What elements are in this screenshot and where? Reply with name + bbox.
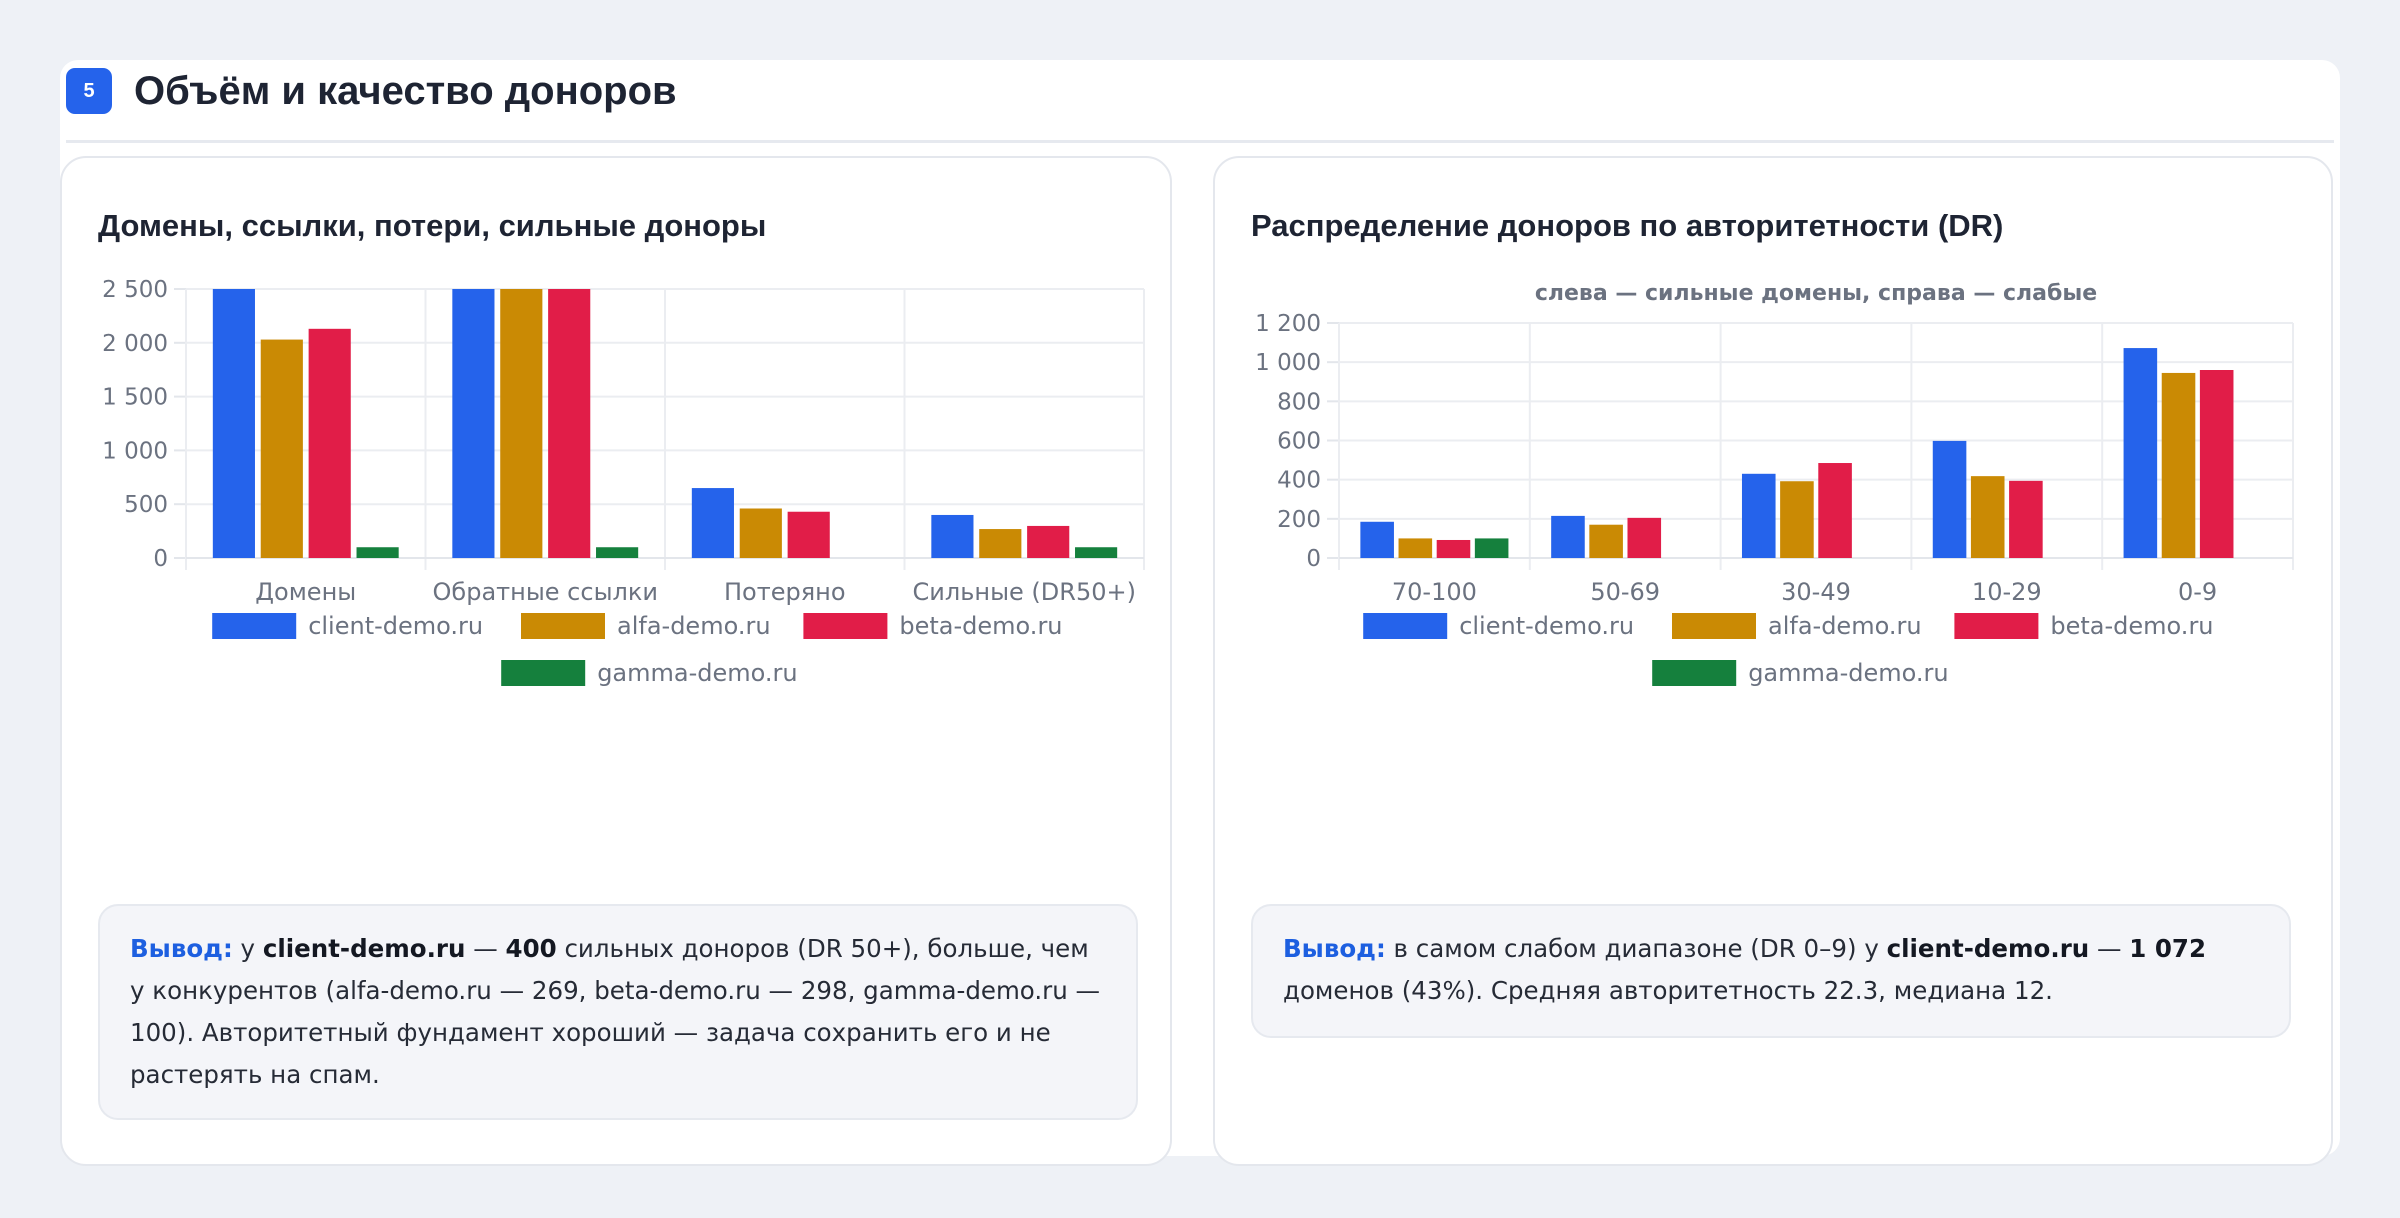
y-tick-label: 2 000 <box>102 331 168 357</box>
conclusion-text: — <box>465 934 506 963</box>
card-title: Распределение доноров по авторитетности … <box>1251 208 2004 243</box>
legend-label: gamma-demo.ru <box>1748 659 1948 687</box>
y-tick-label: 600 <box>1277 429 1321 455</box>
legend-swatch <box>521 613 605 639</box>
conclusion-text: — <box>2089 934 2130 963</box>
donors-section: 5 Объём и качество доноров Домены, ссылк… <box>60 60 2340 1166</box>
card-title: Домены, ссылки, потери, сильные доноры <box>98 208 767 243</box>
bar-beta-demo-ru <box>1627 517 1662 558</box>
bar-beta-demo-ru <box>2199 370 2234 558</box>
card-dr-distribution: Распределение доноров по авторитетности … <box>1213 156 2333 1166</box>
y-tick-label: 1 000 <box>102 438 168 464</box>
bar-client-demo-ru <box>1360 521 1394 558</box>
bar-alfa-demo-ru <box>1589 524 1623 558</box>
bar-client-demo-ru <box>1932 440 1967 558</box>
conclusion-domain: client-demo.ru <box>262 934 466 963</box>
x-tick-label: Домены <box>255 578 356 606</box>
x-tick-label: Обратные ссылки <box>433 578 658 606</box>
bar-beta-demo-ru <box>1818 463 1852 558</box>
bar-beta-demo-ru <box>1027 525 1070 558</box>
bar-alfa-demo-ru <box>500 289 543 558</box>
section-divider <box>66 140 2334 143</box>
y-tick-label: 0 <box>1306 546 1321 572</box>
bar-client-demo-ru <box>691 488 734 558</box>
conclusion-number: 1 072 <box>2129 934 2207 963</box>
y-tick-label: 200 <box>1277 507 1321 533</box>
chart-subtitle: слева — сильные домены, справа — слабые <box>1535 281 2097 306</box>
conclusion-text: доменов (43%). Средняя авторитетность 22… <box>1283 976 2053 1005</box>
bar-client-demo-ru <box>2123 348 2158 558</box>
card-domains-links: Домены, ссылки, потери, сильные доноры 0… <box>60 156 1172 1166</box>
y-tick-label: 1 200 <box>1255 311 1321 337</box>
bar-client-demo-ru <box>1741 473 1776 558</box>
x-tick-label: Сильные (DR50+) <box>913 578 1136 606</box>
bar-gamma-demo-ru <box>596 547 639 558</box>
x-tick-label: 30-49 <box>1781 578 1851 606</box>
bar-beta-demo-ru <box>1436 539 1471 558</box>
y-tick-label: 1 500 <box>102 385 168 411</box>
chart-dr-distribution: слева — сильные домены, справа — слабые 0… <box>1255 281 2294 687</box>
bar-alfa-demo-ru <box>1398 538 1433 558</box>
y-tick-label: 1 000 <box>1255 350 1321 376</box>
legend-label: alfa-demo.ru <box>617 612 771 640</box>
conclusion-text: в самом слабом диапазоне (DR 0–9) у <box>1385 934 1887 963</box>
bar-beta-demo-ru <box>548 289 591 558</box>
bar-alfa-demo-ru <box>2161 372 2196 558</box>
legend-swatch <box>501 660 586 686</box>
legend-swatch <box>212 613 297 639</box>
bar-client-demo-ru <box>452 289 495 558</box>
bar-alfa-demo-ru <box>260 339 303 558</box>
y-tick-label: 2 500 <box>102 277 168 303</box>
legend-swatch <box>1954 613 2039 639</box>
conclusion-box: Вывод: в самом слабом диапазоне (DR 0–9)… <box>1251 904 2291 1038</box>
bar-beta-demo-ru <box>2009 480 2043 558</box>
legend-label: alfa-demo.ru <box>1768 612 1922 640</box>
x-tick-label: 0-9 <box>2178 578 2217 606</box>
y-tick-label: 500 <box>124 492 168 518</box>
legend-swatch <box>1672 613 1756 639</box>
conclusion-lead: Вывод: <box>1283 934 1386 963</box>
conclusion-domain: client-demo.ru <box>1886 934 2090 963</box>
bar-alfa-demo-ru <box>739 508 782 558</box>
bar-gamma-demo-ru <box>1474 538 1509 558</box>
legend-swatch <box>803 613 888 639</box>
conclusion-text: у <box>232 934 263 963</box>
conclusion-text: сильных доноров (DR 50+), больше, чем у … <box>130 934 1101 1089</box>
legend-label: client-demo.ru <box>1459 612 1634 640</box>
conclusion-lead: Вывод: <box>130 934 233 963</box>
bar-client-demo-ru <box>931 514 974 558</box>
section-header: 5 Объём и качество доноров <box>60 60 2340 144</box>
legend-label: beta-demo.ru <box>2050 612 2213 640</box>
chart-domains-links: 0 500 1 000 1 500 2 000 2 500 Домены Обратные с… <box>102 277 1145 687</box>
y-tick-label: 400 <box>1277 468 1321 494</box>
section-number-badge: 5 <box>66 68 112 114</box>
bar-alfa-demo-ru <box>1780 481 1814 558</box>
legend-swatch <box>1652 660 1737 686</box>
x-tick-label: 10-29 <box>1972 578 2042 606</box>
bar-beta-demo-ru <box>308 328 351 558</box>
legend-swatch <box>1363 613 1448 639</box>
x-tick-label: Потеряно <box>724 578 846 606</box>
x-tick-label: 50-69 <box>1590 578 1660 606</box>
bar-client-demo-ru <box>1551 515 1585 558</box>
legend-label: beta-demo.ru <box>899 612 1062 640</box>
bar-alfa-demo-ru <box>1970 476 2005 558</box>
bar-alfa-demo-ru <box>979 529 1022 558</box>
y-tick-label: 0 <box>153 546 168 572</box>
legend-label: client-demo.ru <box>308 612 483 640</box>
conclusion-number: 400 <box>505 934 557 963</box>
x-tick-label: 70-100 <box>1392 578 1477 606</box>
bar-gamma-demo-ru <box>1075 547 1118 558</box>
y-tick-label: 800 <box>1277 389 1321 415</box>
legend-label: gamma-demo.ru <box>597 659 797 687</box>
section-title: Объём и качество доноров <box>134 69 677 113</box>
bar-client-demo-ru <box>212 289 255 558</box>
bar-gamma-demo-ru <box>356 547 399 558</box>
conclusion-box: Вывод: у client-demo.ru — 400 сильных до… <box>98 904 1138 1120</box>
bar-beta-demo-ru <box>787 511 830 558</box>
